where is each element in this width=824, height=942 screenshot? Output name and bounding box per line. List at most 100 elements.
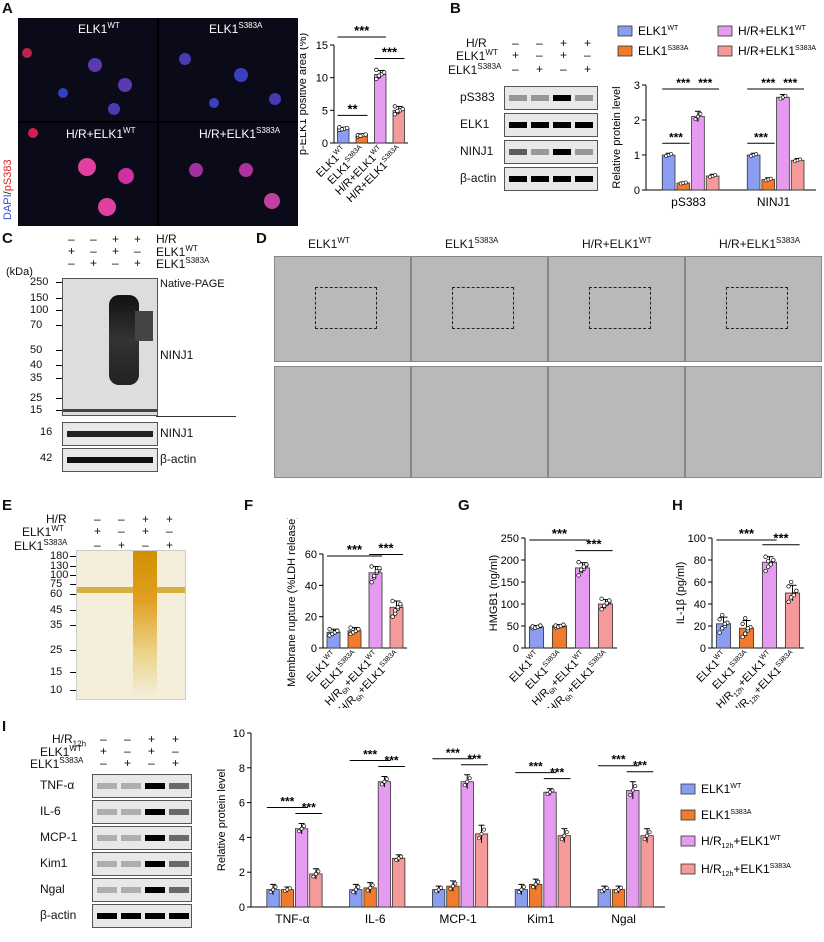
marker-tick [56, 398, 62, 399]
data-point [268, 890, 273, 895]
marker-tick [70, 650, 76, 651]
y-tick-label: 10 [316, 73, 328, 85]
data-point [754, 152, 759, 157]
y-tick-label: 40 [694, 599, 706, 611]
data-point [372, 573, 377, 579]
marker-tick [56, 410, 62, 411]
band-label: ELK1 [460, 117, 490, 131]
blot-band-row [504, 113, 598, 137]
data-point [576, 560, 581, 565]
data-point [381, 70, 387, 75]
significance-label: *** [529, 760, 543, 774]
legend-swatch [617, 25, 633, 37]
data-point [465, 779, 470, 784]
band [121, 887, 141, 893]
band [575, 95, 593, 101]
data-point [311, 874, 316, 879]
data-point [369, 564, 374, 569]
sem-zoom-image [685, 366, 822, 478]
zoom-box [726, 287, 788, 329]
band [97, 809, 117, 815]
blot-band-row [92, 826, 192, 850]
data-point [771, 557, 776, 563]
data-point [763, 568, 768, 574]
data-point [271, 887, 275, 892]
data-point [763, 554, 768, 559]
data-point [395, 605, 400, 610]
y-tick-label: 8 [239, 763, 245, 775]
marker-tick [56, 310, 62, 311]
y-axis-label: Relative protein level [216, 769, 228, 871]
band [97, 913, 117, 919]
significance-label: *** [280, 794, 294, 808]
data-point [374, 569, 379, 574]
panel-label-a: A [2, 0, 13, 17]
significance-label: *** [754, 130, 768, 144]
data-point [768, 176, 773, 181]
significance-label: *** [385, 754, 399, 768]
ninj1-label: NINJ1 [160, 348, 194, 362]
band [169, 861, 189, 867]
sem-zoom-image [411, 366, 548, 478]
data-point [786, 599, 791, 604]
data-point [745, 626, 750, 631]
marker-tick [70, 556, 76, 557]
x-tick-label: TNF-α [275, 912, 309, 926]
blot-band-row [92, 878, 192, 902]
legend-label: H/R12h+ELK1WT [701, 834, 781, 850]
legend-label: H/R+ELK1S383A [738, 44, 816, 58]
legend-label: H/R12h+ELK1S383A [701, 862, 791, 878]
blot-band-row [92, 904, 192, 928]
data-point [783, 93, 788, 98]
legend-label: ELK1S383A [701, 808, 752, 822]
marker-label: 35 [30, 372, 43, 384]
band [575, 176, 593, 182]
bar [574, 567, 591, 649]
band-label: NINJ1 [460, 144, 494, 158]
data-point [385, 777, 389, 782]
data-point [647, 830, 652, 835]
marker-label: 15 [50, 666, 63, 678]
sem-overview-image [548, 256, 685, 362]
legend-swatch [680, 835, 696, 847]
y-tick-label: 5 [322, 105, 328, 117]
bar [691, 116, 705, 191]
y-tick-label: 2 [239, 867, 245, 879]
y-tick-label: 60 [694, 577, 706, 589]
data-point [740, 621, 745, 626]
data-point [451, 884, 455, 889]
data-point [390, 614, 395, 619]
data-point [519, 887, 524, 892]
data-point [482, 827, 486, 832]
marker-label: 60 [50, 588, 63, 600]
significance-label: *** [586, 537, 602, 552]
micrograph-hr-elk1-wt: H/R+ELK1WT [18, 123, 157, 226]
marker-label: 150 [30, 292, 49, 304]
x-tick-label: IL-6 [365, 912, 386, 926]
marker-tick [56, 350, 62, 351]
blot-c-actin [62, 448, 158, 472]
marker-label: 25 [50, 644, 63, 656]
data-point [399, 854, 404, 859]
marker-tick [56, 365, 62, 366]
data-point [630, 788, 635, 793]
data-point [522, 885, 526, 889]
marker-label: 100 [30, 304, 49, 316]
y-tick-label: 0 [311, 643, 317, 655]
x-tick-label: pS383 [671, 195, 706, 209]
data-point [313, 872, 318, 876]
data-point [302, 824, 307, 828]
data-point [287, 886, 292, 891]
chart-i: 0 2 4 6 8 10 Relative protein level TNF-α IL-6 MC… [216, 728, 791, 926]
band [121, 861, 141, 867]
y-tick-label: 100 [501, 599, 519, 611]
data-point [382, 779, 387, 784]
bar [374, 74, 387, 144]
data-point [717, 630, 722, 635]
bar [776, 96, 790, 191]
panel-label-b: B [450, 0, 461, 17]
y-tick-label: 0 [239, 902, 245, 914]
band [531, 122, 549, 128]
data-point [398, 601, 403, 607]
